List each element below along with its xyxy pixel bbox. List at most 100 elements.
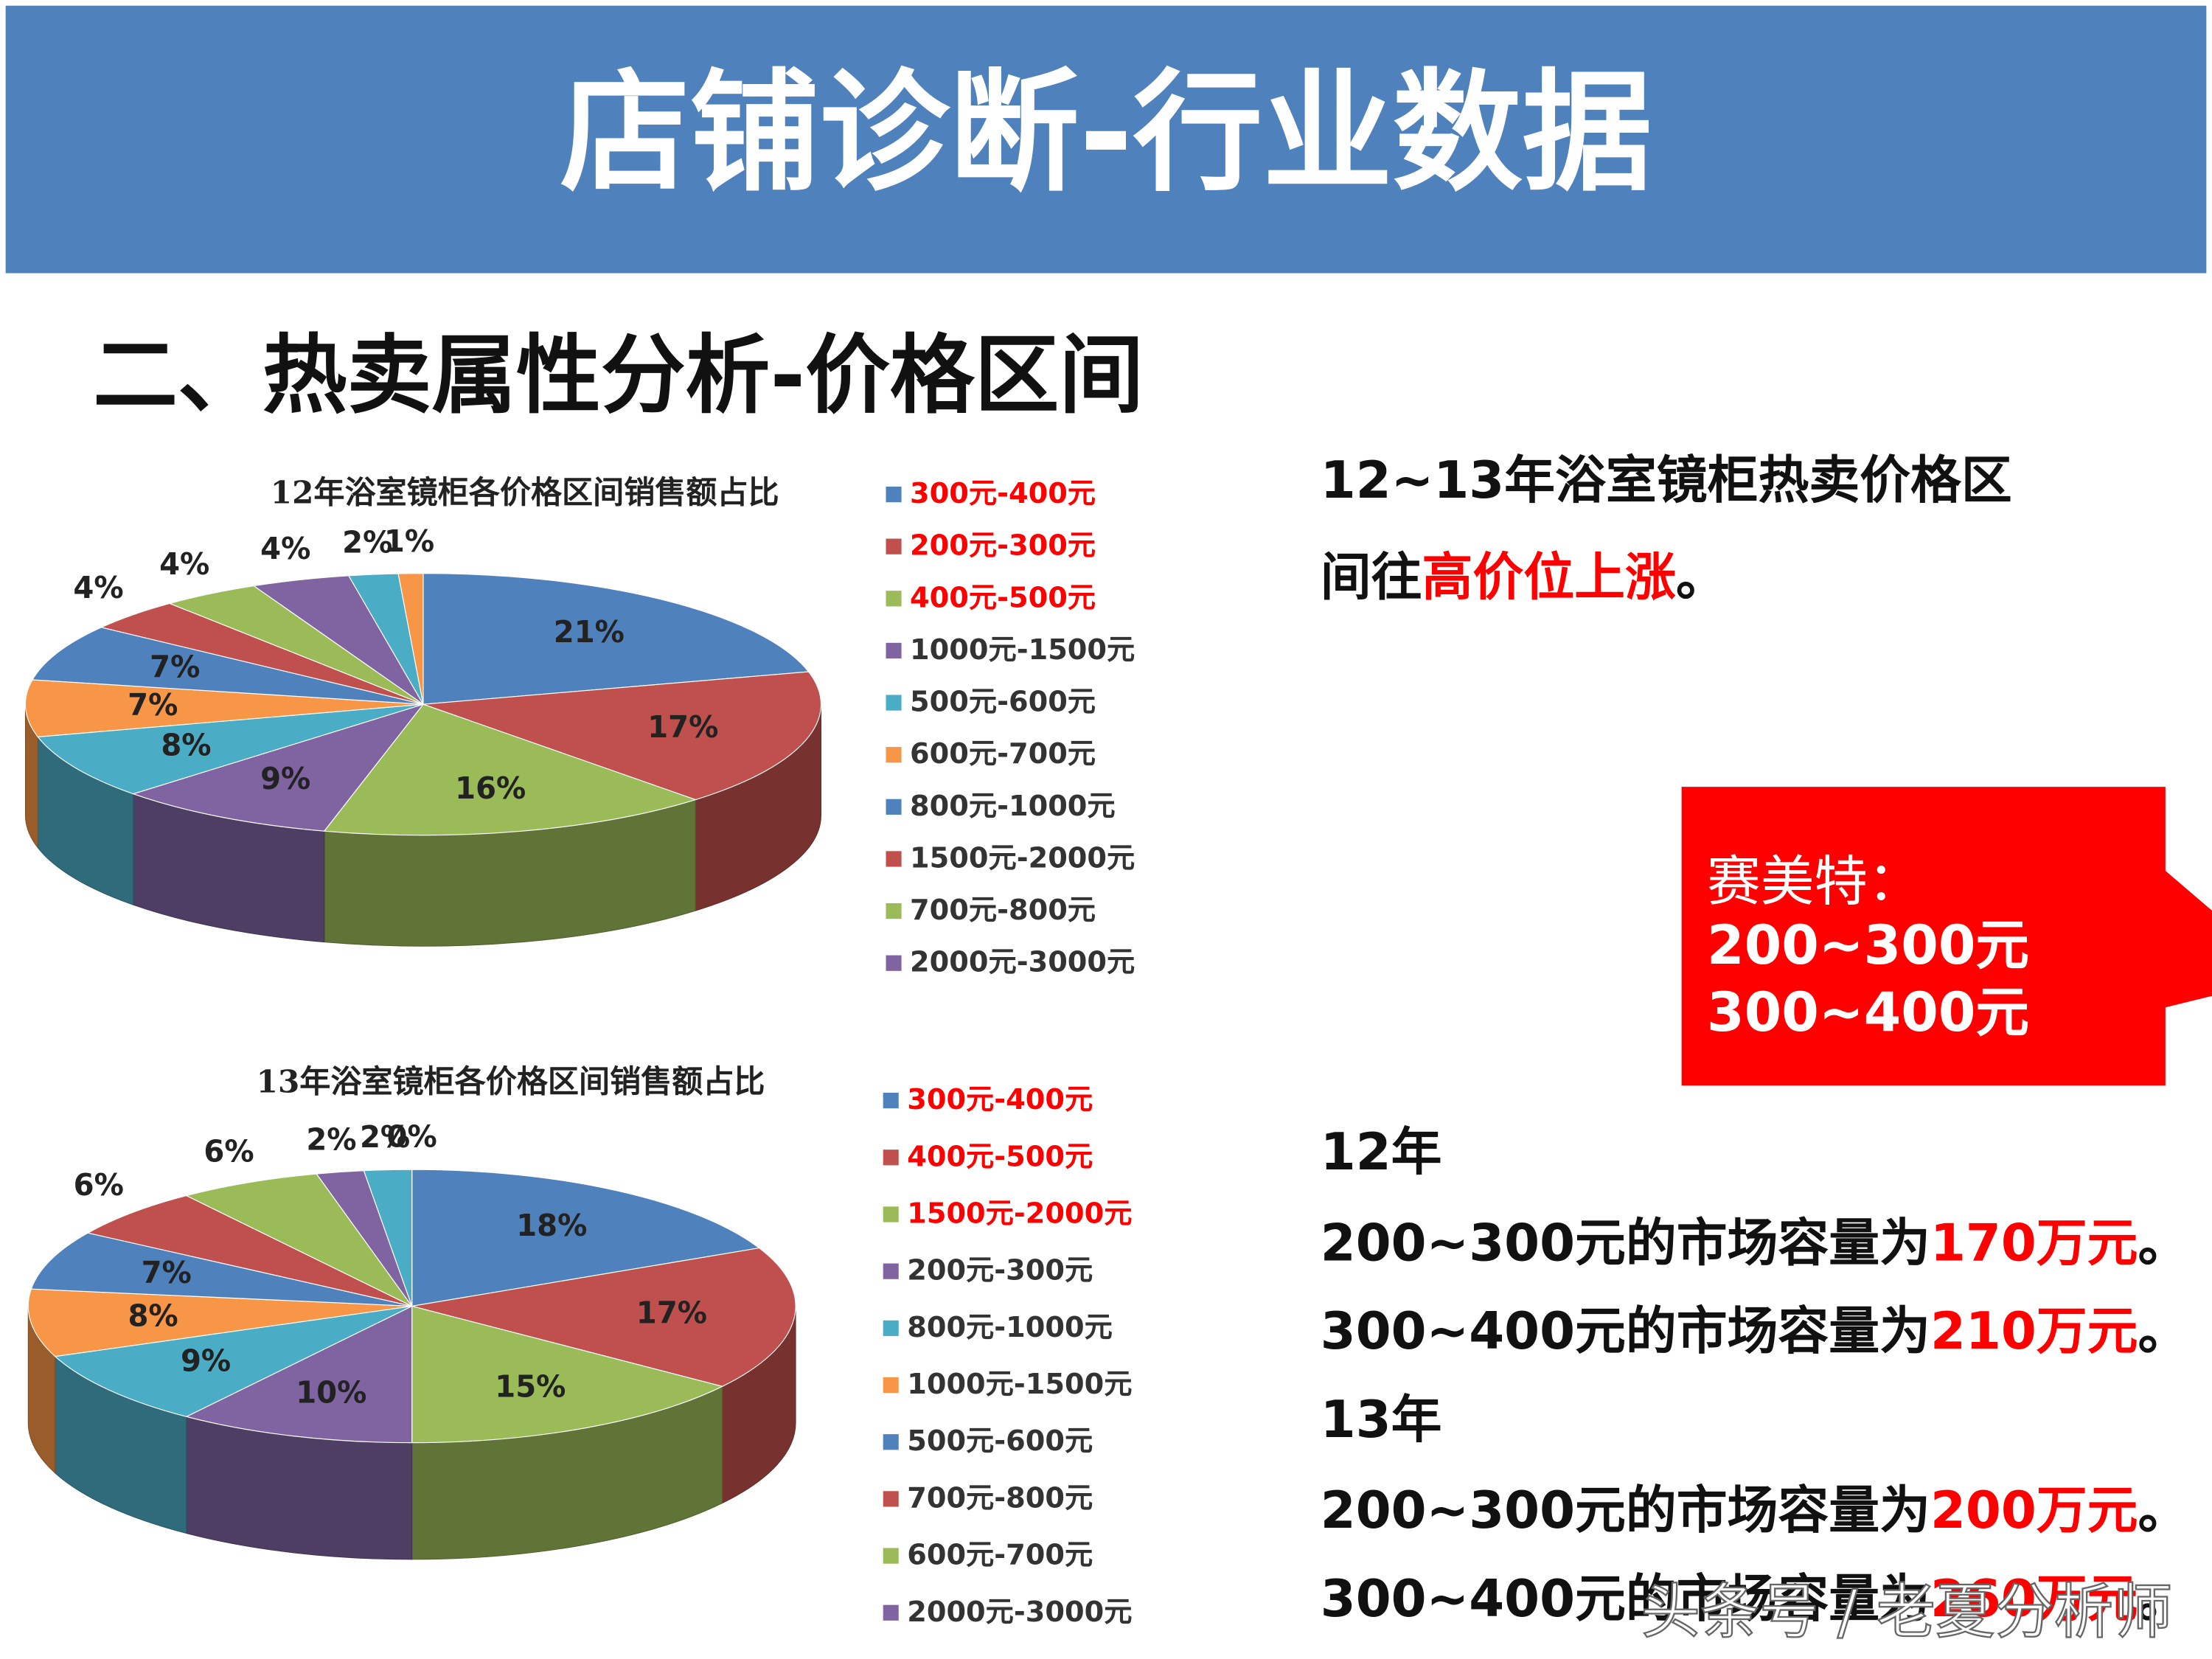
legend-swatch — [883, 1491, 899, 1507]
legend-swatch — [886, 799, 902, 815]
legend-swatch — [883, 1604, 899, 1621]
callout-line: 200~300元 — [1707, 914, 2029, 977]
stats-text: 。 — [2138, 1570, 2188, 1629]
legend-label: 600元-700元 — [910, 737, 1096, 771]
slice-top — [32, 627, 424, 705]
data-label: 2% — [360, 1120, 410, 1155]
legend-label: 1500元-2000元 — [907, 1197, 1132, 1230]
legend-swatch — [883, 1206, 899, 1222]
data-label: 2% — [306, 1122, 356, 1157]
data-label: 9% — [260, 762, 310, 796]
data-label: 18% — [516, 1208, 587, 1243]
stats-year: 12年 — [1321, 1123, 1442, 1182]
stats-highlight: 200万元 — [1930, 1481, 2138, 1540]
header-bar — [5, 5, 2207, 274]
pie-slice — [27, 1288, 412, 1357]
legend-swatch — [886, 747, 902, 763]
legend-label: 500元-600元 — [910, 685, 1096, 718]
data-label: 6% — [204, 1134, 254, 1169]
legend-swatch — [886, 538, 902, 554]
stats-line: 300~400元的市场容量为260万元。 — [1321, 1570, 2189, 1629]
stats-highlight: 210万元 — [1930, 1302, 2138, 1361]
slice-side — [37, 736, 134, 905]
legend-label: 400元-500元 — [910, 581, 1096, 614]
pie-slice — [185, 1173, 413, 1307]
legend-swatch — [883, 1548, 899, 1564]
pie-slice — [32, 627, 424, 705]
legend-swatch — [883, 1263, 899, 1279]
stats-highlight: 260万元 — [1930, 1570, 2138, 1629]
pie-slice — [54, 1305, 412, 1417]
legend-label: 1500元-2000元 — [910, 841, 1135, 874]
data-label: 21% — [554, 615, 625, 650]
header-title: 店铺诊断-行业数据 — [560, 57, 1652, 209]
slice-side — [186, 1416, 413, 1560]
section-title: 二、热卖属性分析-价格区间 — [93, 327, 1144, 426]
slice-top — [397, 573, 424, 705]
data-label: 4% — [260, 532, 310, 566]
stats-text: 。 — [2138, 1302, 2188, 1361]
legend-label: 200元-300元 — [907, 1254, 1093, 1287]
stats-line: 200~300元的市场容量为200万元。 — [1321, 1481, 2189, 1540]
pie-slice — [411, 1305, 724, 1444]
legend-swatch — [883, 1150, 899, 1166]
stats-text: 300~400元的市场容量为 — [1321, 1302, 1930, 1361]
summary-line: 间往高价位上涨。 — [1321, 548, 1727, 607]
data-label: 17% — [636, 1295, 707, 1330]
chart-title: 12年浴室镜柜各价格区间销售额占比 — [271, 473, 779, 510]
summary-text: 间往 — [1321, 548, 1422, 607]
callout-line: 300~400元 — [1707, 981, 2029, 1044]
data-label: 7% — [142, 1256, 192, 1290]
summary-text: 。 — [1676, 548, 1727, 607]
slice-top — [30, 1232, 412, 1307]
slice-side — [324, 799, 696, 947]
slice-top — [131, 703, 425, 832]
slice-top — [411, 1169, 760, 1307]
data-label: 8% — [161, 728, 211, 762]
data-label: 4% — [159, 547, 209, 582]
legend-swatch — [886, 695, 902, 711]
data-label: 8% — [128, 1298, 178, 1333]
data-label: 7% — [128, 688, 178, 723]
slice-top — [86, 1194, 412, 1307]
slice-top — [37, 703, 424, 795]
legend-swatch — [883, 1320, 899, 1336]
legend-label: 800元-1000元 — [907, 1311, 1113, 1344]
legend-label: 2000元-3000元 — [910, 946, 1135, 979]
summary-highlight: 高价位上涨 — [1422, 548, 1676, 607]
legend-swatch — [886, 902, 902, 919]
stats-text: 200~300元的市场容量为 — [1321, 1481, 1930, 1540]
pie-tops — [27, 1169, 796, 1444]
pie-slice — [37, 703, 424, 795]
stats-text: 。 — [2138, 1214, 2188, 1273]
data-label: 1% — [384, 524, 434, 559]
data-label: 7% — [150, 650, 200, 684]
legend-label: 400元-500元 — [907, 1140, 1093, 1173]
data-label: 16% — [455, 771, 526, 806]
pie-slice — [323, 703, 698, 836]
pie-slice — [185, 1305, 413, 1444]
pie-sides — [24, 703, 821, 947]
stats-text: 。 — [2138, 1481, 2188, 1540]
slice-top — [24, 679, 424, 737]
slice-top — [185, 1305, 413, 1444]
slice-top — [411, 1305, 724, 1444]
legend-swatch — [886, 486, 902, 503]
legend-label: 300元-400元 — [910, 477, 1096, 510]
legend-label: 800元-1000元 — [910, 790, 1116, 823]
legend-label: 200元-300元 — [910, 529, 1096, 563]
stats-highlight: 170万元 — [1930, 1214, 2138, 1273]
slice-top — [54, 1305, 412, 1417]
callout-label: 赛美特： — [1707, 850, 1921, 913]
slice-side — [55, 1355, 187, 1534]
data-label: 2% — [342, 526, 392, 560]
slice-top — [411, 1247, 796, 1387]
legend-swatch — [886, 642, 902, 659]
pie-slice — [411, 1247, 796, 1387]
chart-title: 13年浴室镜柜各价格区间销售额占比 — [257, 1062, 765, 1099]
pie-slice — [30, 1232, 412, 1307]
legend-label: 300元-400元 — [907, 1083, 1093, 1116]
pie-slice — [422, 573, 810, 705]
stats-line: 200~300元的市场容量为170万元。 — [1321, 1214, 2189, 1273]
